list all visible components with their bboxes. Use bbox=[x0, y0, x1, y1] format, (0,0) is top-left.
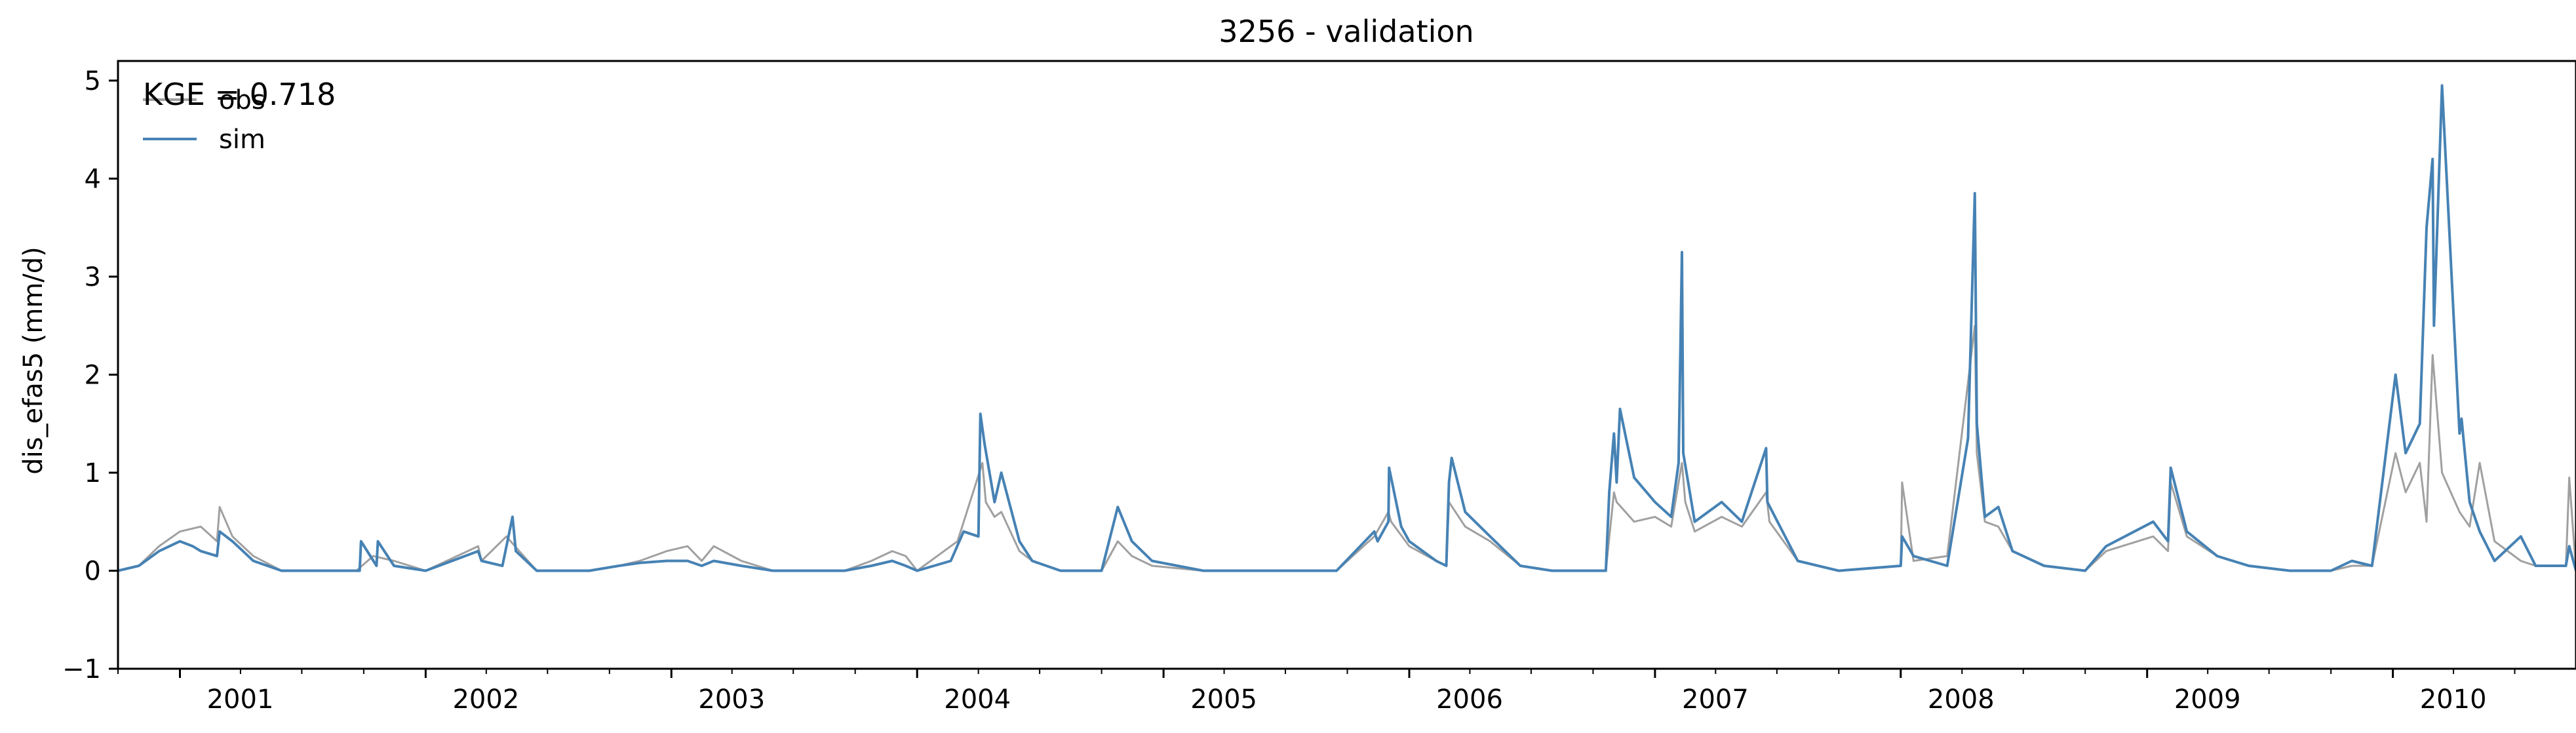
chart-title: 3256 - validation bbox=[1219, 14, 1473, 49]
x-tick-label: 2003 bbox=[698, 684, 765, 715]
y-tick-label: 3 bbox=[85, 262, 101, 292]
x-tick-label: 2010 bbox=[2420, 684, 2487, 715]
legend-label-obs: obs bbox=[219, 85, 265, 115]
y-axis: −1 0 1 2 3 4 5 bbox=[62, 66, 118, 684]
legend-label-sim: sim bbox=[219, 125, 265, 155]
y-tick-label: −1 bbox=[62, 654, 101, 684]
legend: obs sim bbox=[143, 85, 265, 155]
x-tick-label: 2008 bbox=[1928, 684, 1995, 715]
series-line-obs bbox=[117, 325, 2576, 572]
y-tick-label: 4 bbox=[85, 164, 101, 194]
series-layer bbox=[117, 84, 2576, 572]
x-tick-label: 2007 bbox=[1682, 684, 1749, 715]
plot-frame bbox=[117, 60, 2576, 670]
y-tick-label: 1 bbox=[85, 458, 101, 488]
x-tick-label: 2002 bbox=[452, 684, 519, 715]
x-tick-label: 2009 bbox=[2174, 684, 2241, 715]
x-axis: 2001 2002 2003 2004 2005 2006 2007 2008 2009 2010 bbox=[117, 669, 2516, 715]
y-tick-label: 5 bbox=[85, 66, 101, 96]
x-tick-label: 2006 bbox=[1436, 684, 1503, 715]
series-line-sim bbox=[117, 84, 2576, 572]
y-tick-label: 2 bbox=[85, 360, 101, 390]
y-tick-label: 0 bbox=[85, 556, 101, 586]
y-axis-label: dis_efas5 (mm/d) bbox=[18, 247, 49, 475]
x-tick-label: 2004 bbox=[944, 684, 1011, 715]
kge-annotation: KGE = 0.718 bbox=[143, 77, 336, 112]
x-tick-label: 2001 bbox=[207, 684, 274, 715]
plot-area bbox=[117, 60, 2576, 670]
x-tick-label: 2005 bbox=[1190, 684, 1257, 715]
